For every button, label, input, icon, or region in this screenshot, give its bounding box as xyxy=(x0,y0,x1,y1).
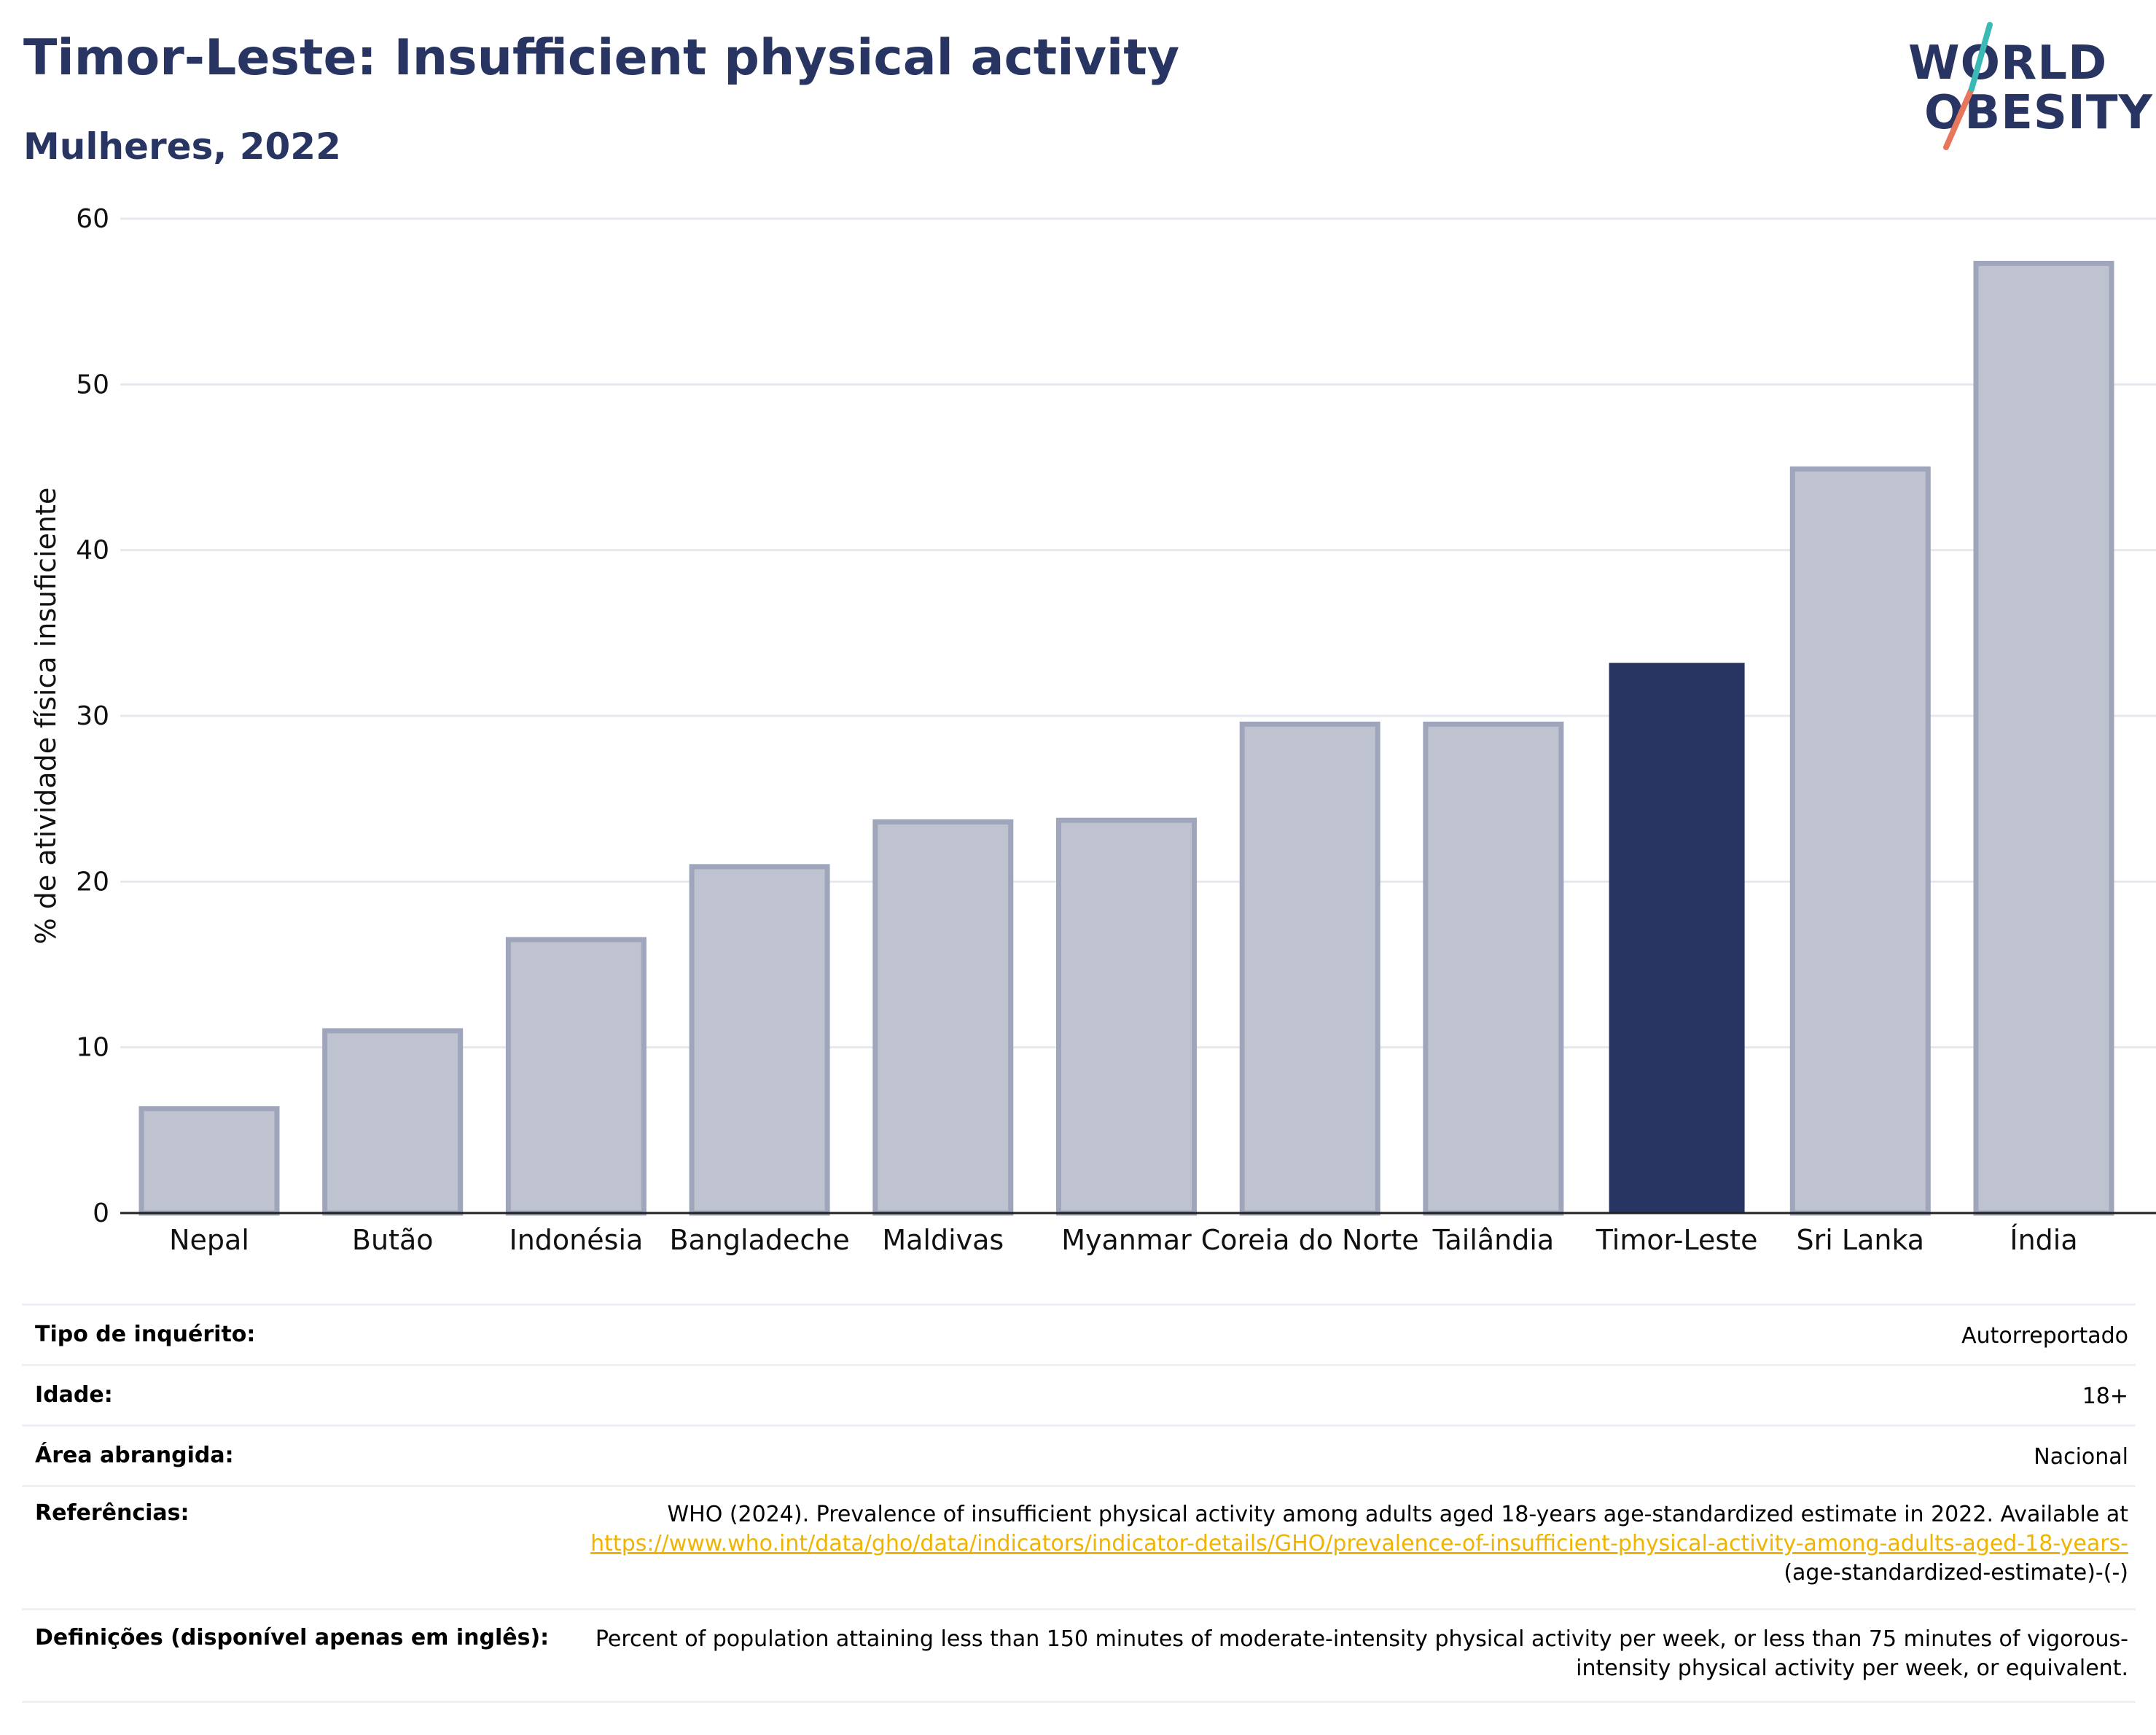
bar-bangladeche xyxy=(689,864,830,1216)
definitions-label: Definições (disponível apenas em inglês)… xyxy=(35,1625,550,1650)
x-tick-label: Coreia do Norte xyxy=(1201,1224,1419,1256)
references-tail: (age-standardized-estimate)-(-) xyxy=(1784,1560,2128,1586)
y-tick-label: 0 xyxy=(93,1198,109,1228)
details-row-survey: Tipo de inquérito: Autorreportado xyxy=(22,1303,2136,1364)
bar-but-o xyxy=(322,1028,464,1216)
age-value: 18+ xyxy=(2082,1384,2128,1409)
world-obesity-logo: WORLD OBESITY xyxy=(1895,22,2152,153)
x-tick-label: Myanmar xyxy=(1061,1224,1192,1256)
y-tick-label: 40 xyxy=(76,536,109,566)
x-tick-label: Indonésia xyxy=(509,1224,644,1256)
bar-coreia-do-norte xyxy=(1239,721,1380,1216)
survey-type-label: Tipo de inquérito: xyxy=(35,1322,256,1347)
logo-slash-icon xyxy=(1943,22,1993,150)
bar-maldivas xyxy=(872,819,1014,1216)
details-row-area: Área abrangida: Nacional xyxy=(22,1424,2136,1485)
definitions-value: Percent of population attaining less tha… xyxy=(595,1626,2128,1681)
x-tick-label: Butão xyxy=(352,1224,434,1256)
age-label: Idade: xyxy=(35,1382,113,1408)
page-subtitle: Mulheres, 2022 xyxy=(23,125,341,168)
details-row-definitions: Definições (disponível apenas em inglês)… xyxy=(22,1608,2136,1703)
details-row-references: Referências: WHO (2024). Prevalence of i… xyxy=(22,1485,2136,1608)
x-tick-label: Sri Lanka xyxy=(1797,1224,1925,1256)
x-tick-label: Timor-Leste xyxy=(1595,1224,1758,1256)
x-tick-label: Maldivas xyxy=(882,1224,1004,1256)
survey-type-value: Autorreportado xyxy=(1961,1323,2128,1349)
bar-sri-lanka xyxy=(1789,466,1931,1216)
bar-chart: 0 10 20 30 40 50 60 Nepal Butão Indonésia Banglade… xyxy=(30,204,2156,1256)
y-tick-label: 50 xyxy=(76,370,109,399)
details-row-age: Idade: 18+ xyxy=(22,1364,2136,1424)
references-link[interactable]: https://www.who.int/data/gho/data/indica… xyxy=(590,1531,2128,1556)
bar-tail-ndia xyxy=(1423,721,1564,1216)
x-tick-label: Nepal xyxy=(169,1224,249,1256)
y-tick-label: 30 xyxy=(76,701,109,731)
area-value: Nacional xyxy=(2034,1444,2128,1470)
area-label: Área abrangida: xyxy=(35,1443,234,1468)
bar-myanmar xyxy=(1056,817,1197,1216)
y-tick-label: 10 xyxy=(76,1033,109,1063)
x-tick-label: Bangladeche xyxy=(669,1224,849,1256)
details-table: Tipo de inquérito: Autorreportado Idade:… xyxy=(22,1303,2136,1703)
bar--ndia xyxy=(1973,260,2114,1216)
bar-timor-leste xyxy=(1609,663,1745,1213)
references-label: Referências: xyxy=(35,1500,190,1526)
page-title: Timor-Leste: Insufficient physical activ… xyxy=(23,29,1180,87)
references-value: WHO (2024). Prevalence of insufficient p… xyxy=(539,1500,2136,1588)
bar-indon-sia xyxy=(505,937,647,1216)
y-tick-label: 60 xyxy=(76,204,109,234)
y-axis-title: % de atividade física insuficiente xyxy=(30,488,62,945)
x-tick-label: Tailândia xyxy=(1432,1224,1555,1256)
y-tick-label: 20 xyxy=(76,867,109,897)
x-tick-label: Índia xyxy=(2009,1224,2077,1256)
bar-nepal xyxy=(138,1106,280,1216)
logo-text-line1: WORLD xyxy=(1908,36,2108,90)
references-text: WHO (2024). Prevalence of insufficient p… xyxy=(667,1502,2128,1527)
